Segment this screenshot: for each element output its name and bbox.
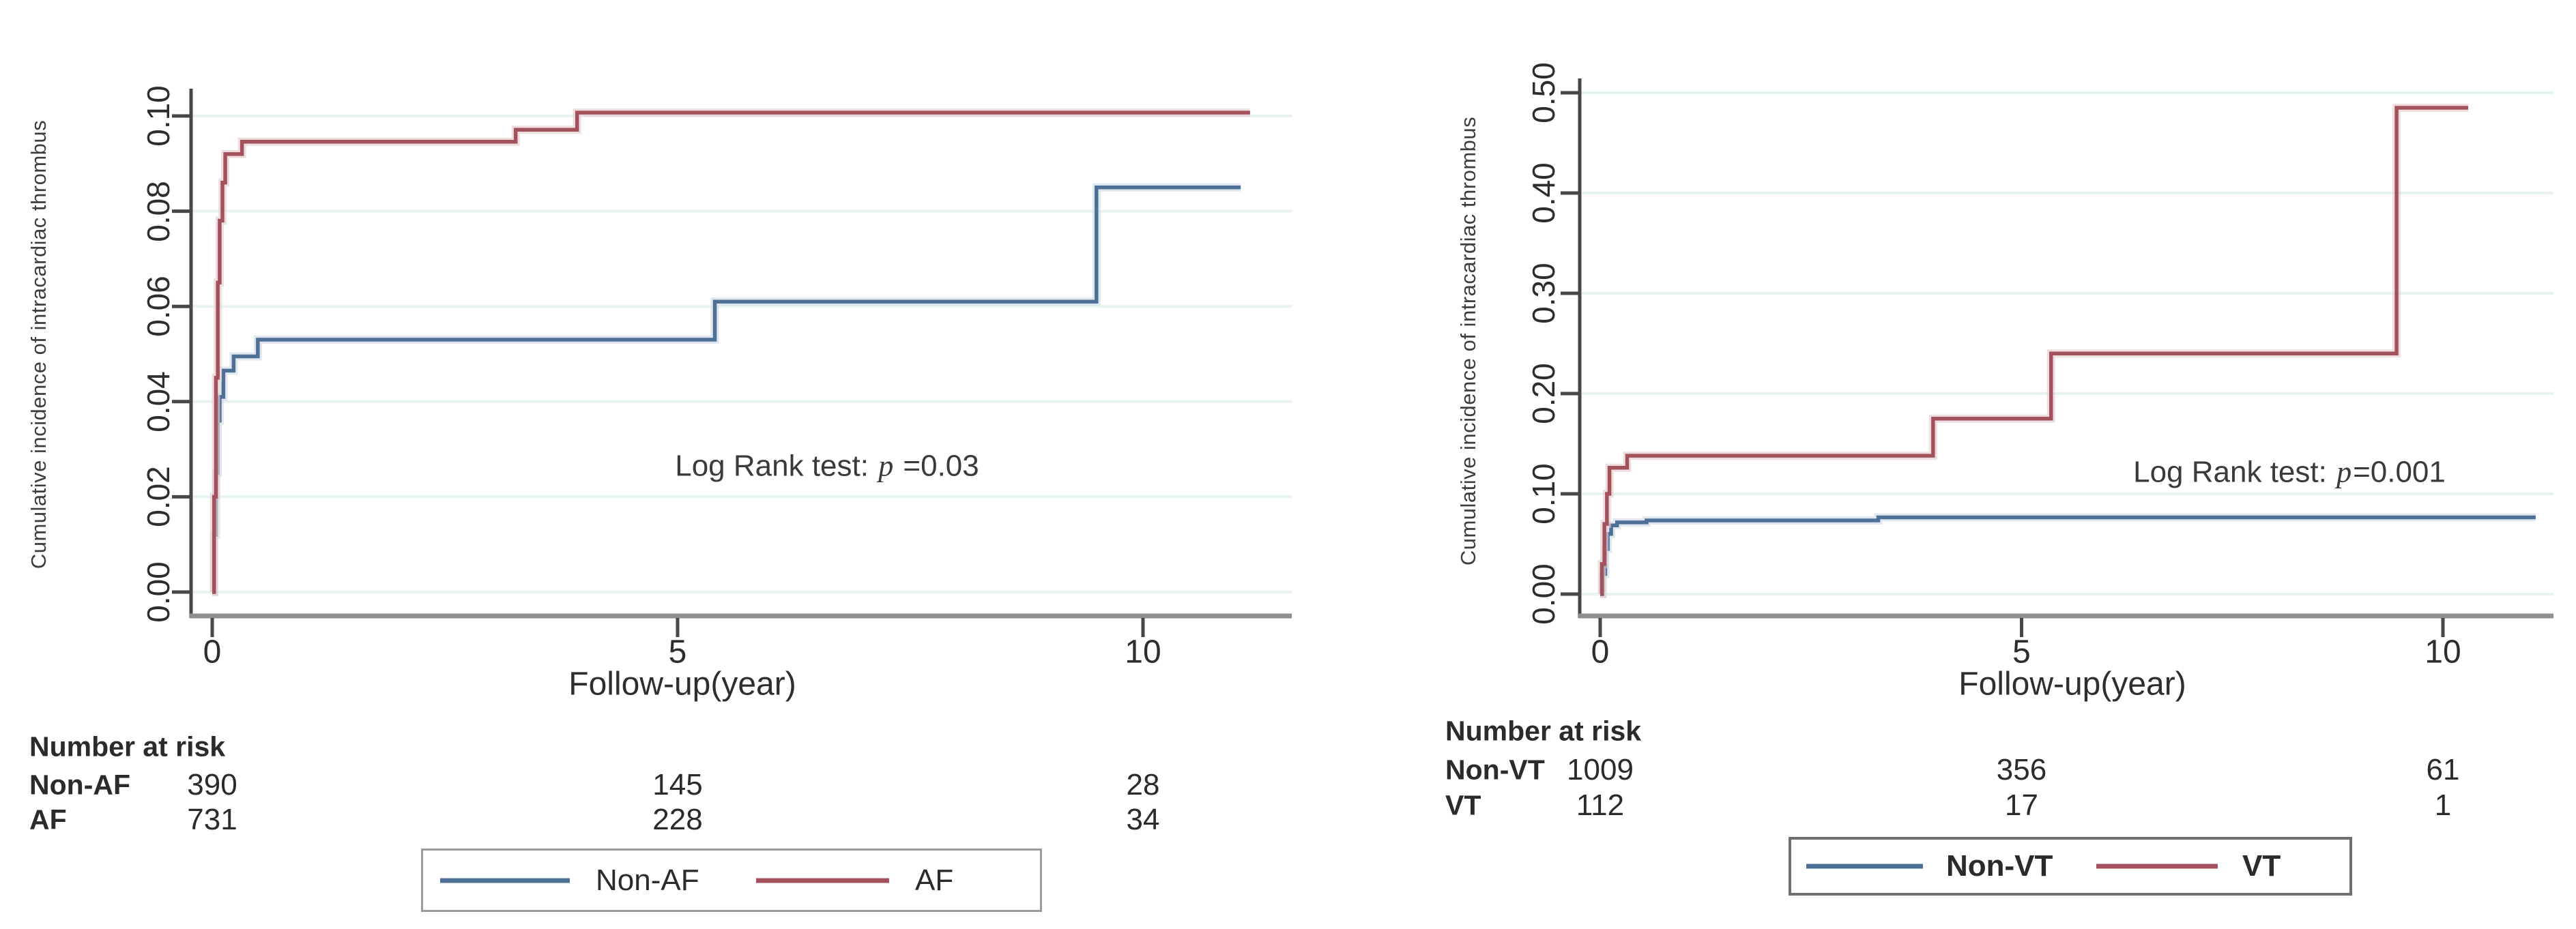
af-risk-row-label-Non-AF: Non-AF (29, 769, 131, 801)
vt-legend-label-VT: VT (2242, 849, 2281, 883)
af-x-tick-label-10: 10 (1125, 634, 1161, 670)
af-logrank-value: =0.03 (895, 449, 979, 483)
vt-y-axis-title: Cumulative incidence of intracardiac thr… (1456, 116, 1480, 566)
vt-risk-value-Non-VT-5: 356 (1996, 753, 2047, 786)
af-risk-value-Non-AF-5: 145 (652, 768, 703, 801)
vt-legend-line-Non-VT (1806, 864, 1923, 869)
af-logrank-p-symbol: p (878, 449, 894, 483)
af-y-tick-label-0.10: 0.10 (141, 85, 176, 147)
vt-series-VT-curve (1600, 106, 2469, 596)
vt-series-Non-VT-curve (1600, 515, 2536, 596)
af-logrank-annotation: Log Rank test: p =0.03 (675, 449, 979, 484)
af-risk-value-AF-0: 731 (187, 803, 237, 836)
af-y-tick-label-0.02: 0.02 (141, 466, 176, 528)
vt-risk-value-VT-5: 17 (2005, 788, 2038, 822)
vt-x-tick-label-10: 10 (2425, 634, 2461, 670)
vt-y-tick-label-0.40: 0.40 (1526, 162, 1561, 224)
af-risk-header: Number at risk (29, 731, 226, 763)
vt-y-tick-label-0.20: 0.20 (1526, 363, 1561, 424)
af-y-tick-label-0.06: 0.06 (141, 276, 176, 337)
vt-legend-label-Non-VT: Non-VT (1946, 849, 2053, 883)
vt-y-tick-label-0.30: 0.30 (1526, 263, 1561, 324)
vt-risk-value-Non-VT-0: 1009 (1567, 753, 1634, 786)
af-risk-row-label-AF: AF (29, 803, 67, 836)
vt-legend-line-VT (2096, 864, 2218, 869)
vt-series-Non-VT-halo (1598, 513, 2536, 598)
af-y-tick-label-0.08: 0.08 (141, 180, 176, 242)
vt-x-tick-label-5: 5 (2012, 634, 2031, 670)
af-x-axis-title: Follow-up(year) (568, 666, 796, 703)
vt-risk-row-label-Non-VT: Non-VT (1445, 754, 1545, 786)
vt-risk-value-Non-VT-10: 61 (2426, 753, 2460, 786)
af-legend-label-AF: AF (915, 863, 954, 897)
vt-x-tick-label-0: 0 (1591, 634, 1610, 670)
af-series-Non-AF-halo (209, 183, 1241, 596)
af-legend-line-AF (756, 878, 889, 883)
af-series-AF-curve (212, 110, 1250, 594)
af-x-tick-label-0: 0 (203, 634, 222, 670)
vt-risk-row-label-VT: VT (1445, 789, 1481, 821)
af-y-tick-label-0.04: 0.04 (141, 371, 176, 432)
af-legend-line-Non-AF (440, 878, 570, 883)
af-legend-label-Non-AF: Non-AF (596, 863, 699, 897)
vt-y-tick-label-0.10: 0.10 (1526, 463, 1561, 525)
af-risk-value-AF-5: 228 (652, 803, 703, 836)
vt-logrank-prefix: Log Rank test: (2133, 455, 2336, 489)
af-x-tick-label-5: 5 (668, 634, 687, 670)
vt-y-tick-label-0.50: 0.50 (1526, 62, 1561, 123)
af-risk-value-Non-AF-10: 28 (1126, 768, 1160, 801)
af-risk-value-Non-AF-0: 390 (187, 768, 237, 801)
af-logrank-prefix: Log Rank test: (675, 449, 878, 483)
vt-risk-value-VT-0: 112 (1576, 788, 1625, 822)
vt-y-tick-label-0.00: 0.00 (1526, 563, 1561, 625)
vt-risk-header: Number at risk (1445, 715, 1642, 747)
af-risk-value-AF-10: 34 (1126, 803, 1160, 836)
vt-x-axis-title: Follow-up(year) (1958, 666, 2186, 703)
vt-risk-value-VT-10: 1 (2434, 788, 2452, 822)
af-y-axis-title: Cumulative incidence of intracardiac thr… (27, 119, 50, 570)
af-series-Non-AF-curve (212, 185, 1241, 594)
vt-logrank-annotation: Log Rank test: p=0.001 (2133, 455, 2446, 490)
vt-logrank-p-symbol: p (2336, 455, 2352, 489)
af-y-tick-label-0.00: 0.00 (141, 561, 176, 623)
vt-logrank-value: =0.001 (2353, 455, 2446, 489)
